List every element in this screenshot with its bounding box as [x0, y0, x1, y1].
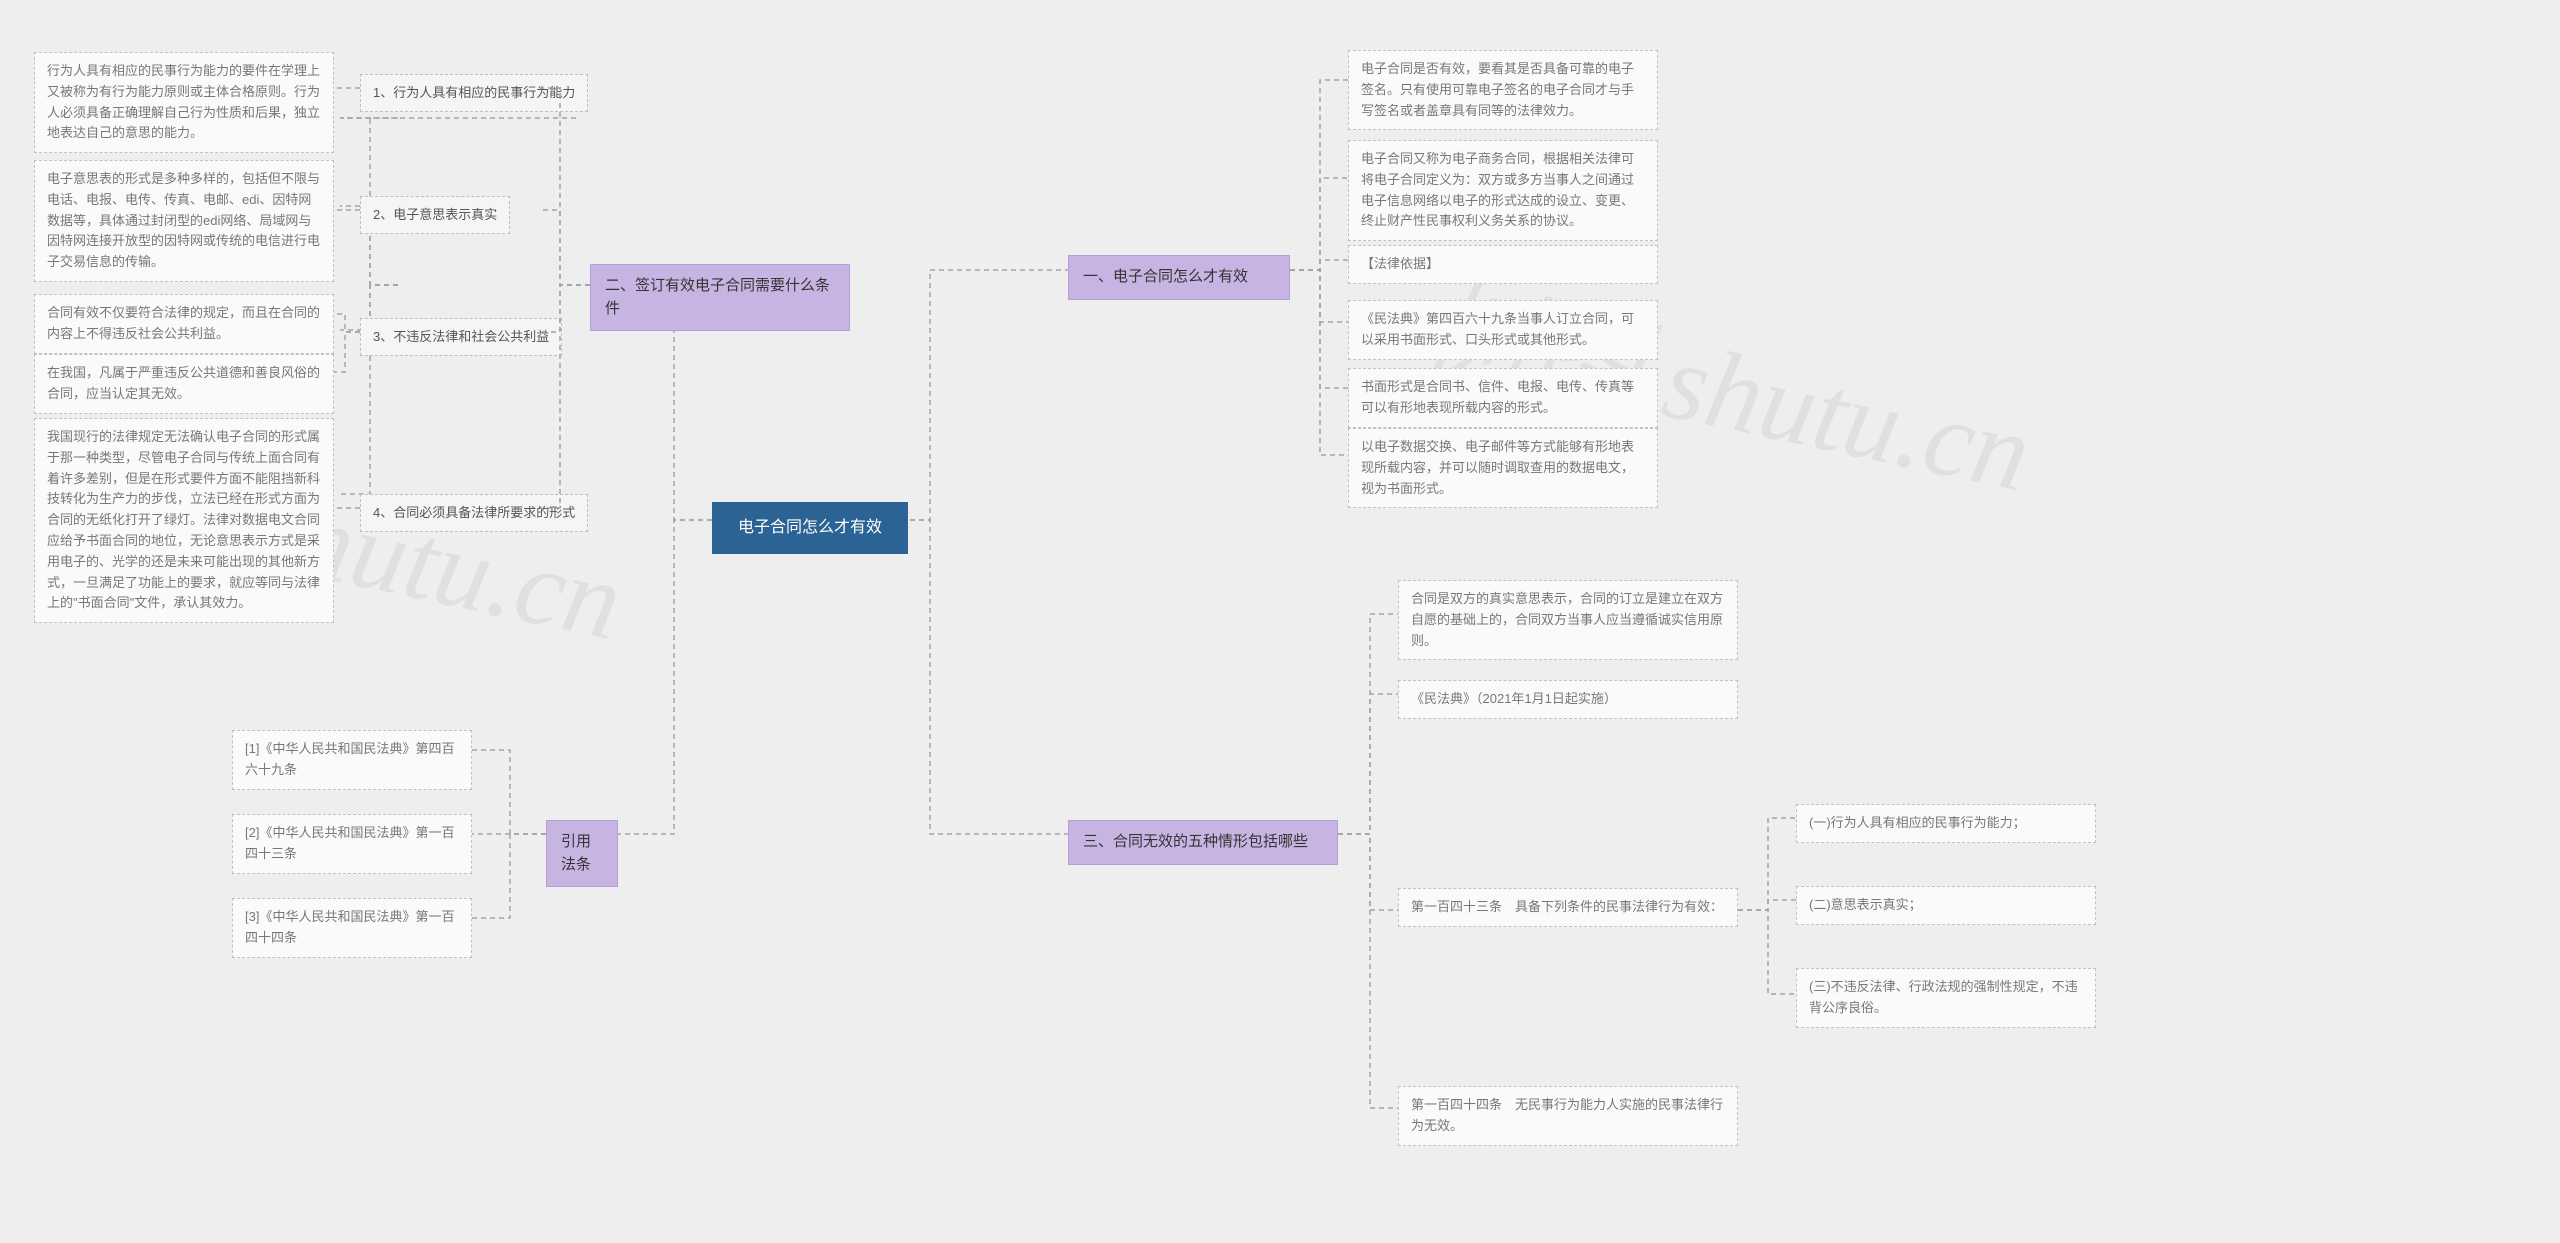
- leaf-l1-1-0: 电子意思表的形式是多种多样的，包括但不限与电话、电报、电传、传真、电邮、edi、…: [34, 160, 334, 282]
- sub-l1-0: 1、行为人具有相应的民事行为能力: [360, 74, 588, 112]
- leaf-l1-2-1: 在我国，凡属于严重违反公共道德和善良风俗的合同，应当认定其无效。: [34, 354, 334, 414]
- sub-l1-1: 2、电子意思表示真实: [360, 196, 510, 234]
- leaf-l2-0: [1]《中华人民共和国民法典》第四百六十九条: [232, 730, 472, 790]
- leaf-l2-1: [2]《中华人民共和国民法典》第一百四十三条: [232, 814, 472, 874]
- branch-l1: 二、签订有效电子合同需要什么条件: [590, 264, 850, 331]
- leaf-r2-sub-2: (三)不违反法律、行政法规的强制性规定，不违背公序良俗。: [1796, 968, 2096, 1028]
- connector-layer: [0, 0, 2560, 1243]
- leaf-r1-0: 电子合同是否有效，要看其是否具备可靠的电子签名。只有使用可靠电子签名的电子合同才…: [1348, 50, 1658, 130]
- connector-layer-left: [0, 0, 2560, 1243]
- leaf-r1-5: 以电子数据交换、电子邮件等方式能够有形地表现所载内容，并可以随时调取查用的数据电…: [1348, 428, 1658, 508]
- sub-l1-2: 3、不违反法律和社会公共利益: [360, 318, 562, 356]
- leaf-l2-2: [3]《中华人民共和国民法典》第一百四十四条: [232, 898, 472, 958]
- leaf-r1-4: 书面形式是合同书、信件、电报、电传、传真等可以有形地表现所载内容的形式。: [1348, 368, 1658, 428]
- root-node: 电子合同怎么才有效: [712, 502, 908, 554]
- leaf-r2-3: 第一百四十四条 无民事行为能力人实施的民事法律行为无效。: [1398, 1086, 1738, 1146]
- leaf-r2-sub-1: (二)意思表示真实；: [1796, 886, 2096, 925]
- branch-r1: 一、电子合同怎么才有效: [1068, 255, 1290, 300]
- sub-l1-3: 4、合同必须具备法律所要求的形式: [360, 494, 588, 532]
- leaf-r1-2: 【法律依据】: [1348, 245, 1658, 284]
- leaf-r2-sub-0: (一)行为人具有相应的民事行为能力；: [1796, 804, 2096, 843]
- leaf-l1-2-0: 合同有效不仅要符合法律的规定，而且在合同的内容上不得违反社会公共利益。: [34, 294, 334, 354]
- leaf-r2-2: 第一百四十三条 具备下列条件的民事法律行为有效：: [1398, 888, 1738, 927]
- leaf-r1-3: 《民法典》第四百六十九条当事人订立合同，可以采用书面形式、口头形式或其他形式。: [1348, 300, 1658, 360]
- branch-r2: 三、合同无效的五种情形包括哪些: [1068, 820, 1338, 865]
- leaf-r2-0: 合同是双方的真实意思表示，合同的订立是建立在双方自愿的基础上的，合同双方当事人应…: [1398, 580, 1738, 660]
- leaf-r1-1: 电子合同又称为电子商务合同，根据相关法律可将电子合同定义为：双方或多方当事人之间…: [1348, 140, 1658, 241]
- leaf-l1-3-0: 我国现行的法律规定无法确认电子合同的形式属于那一种类型，尽管电子合同与传统上面合…: [34, 418, 334, 623]
- leaf-l1-0-0: 行为人具有相应的民事行为能力的要件在学理上又被称为有行为能力原则或主体合格原则。…: [34, 52, 334, 153]
- leaf-r2-1: 《民法典》（2021年1月1日起实施）: [1398, 680, 1738, 719]
- branch-l2: 引用法条: [546, 820, 618, 887]
